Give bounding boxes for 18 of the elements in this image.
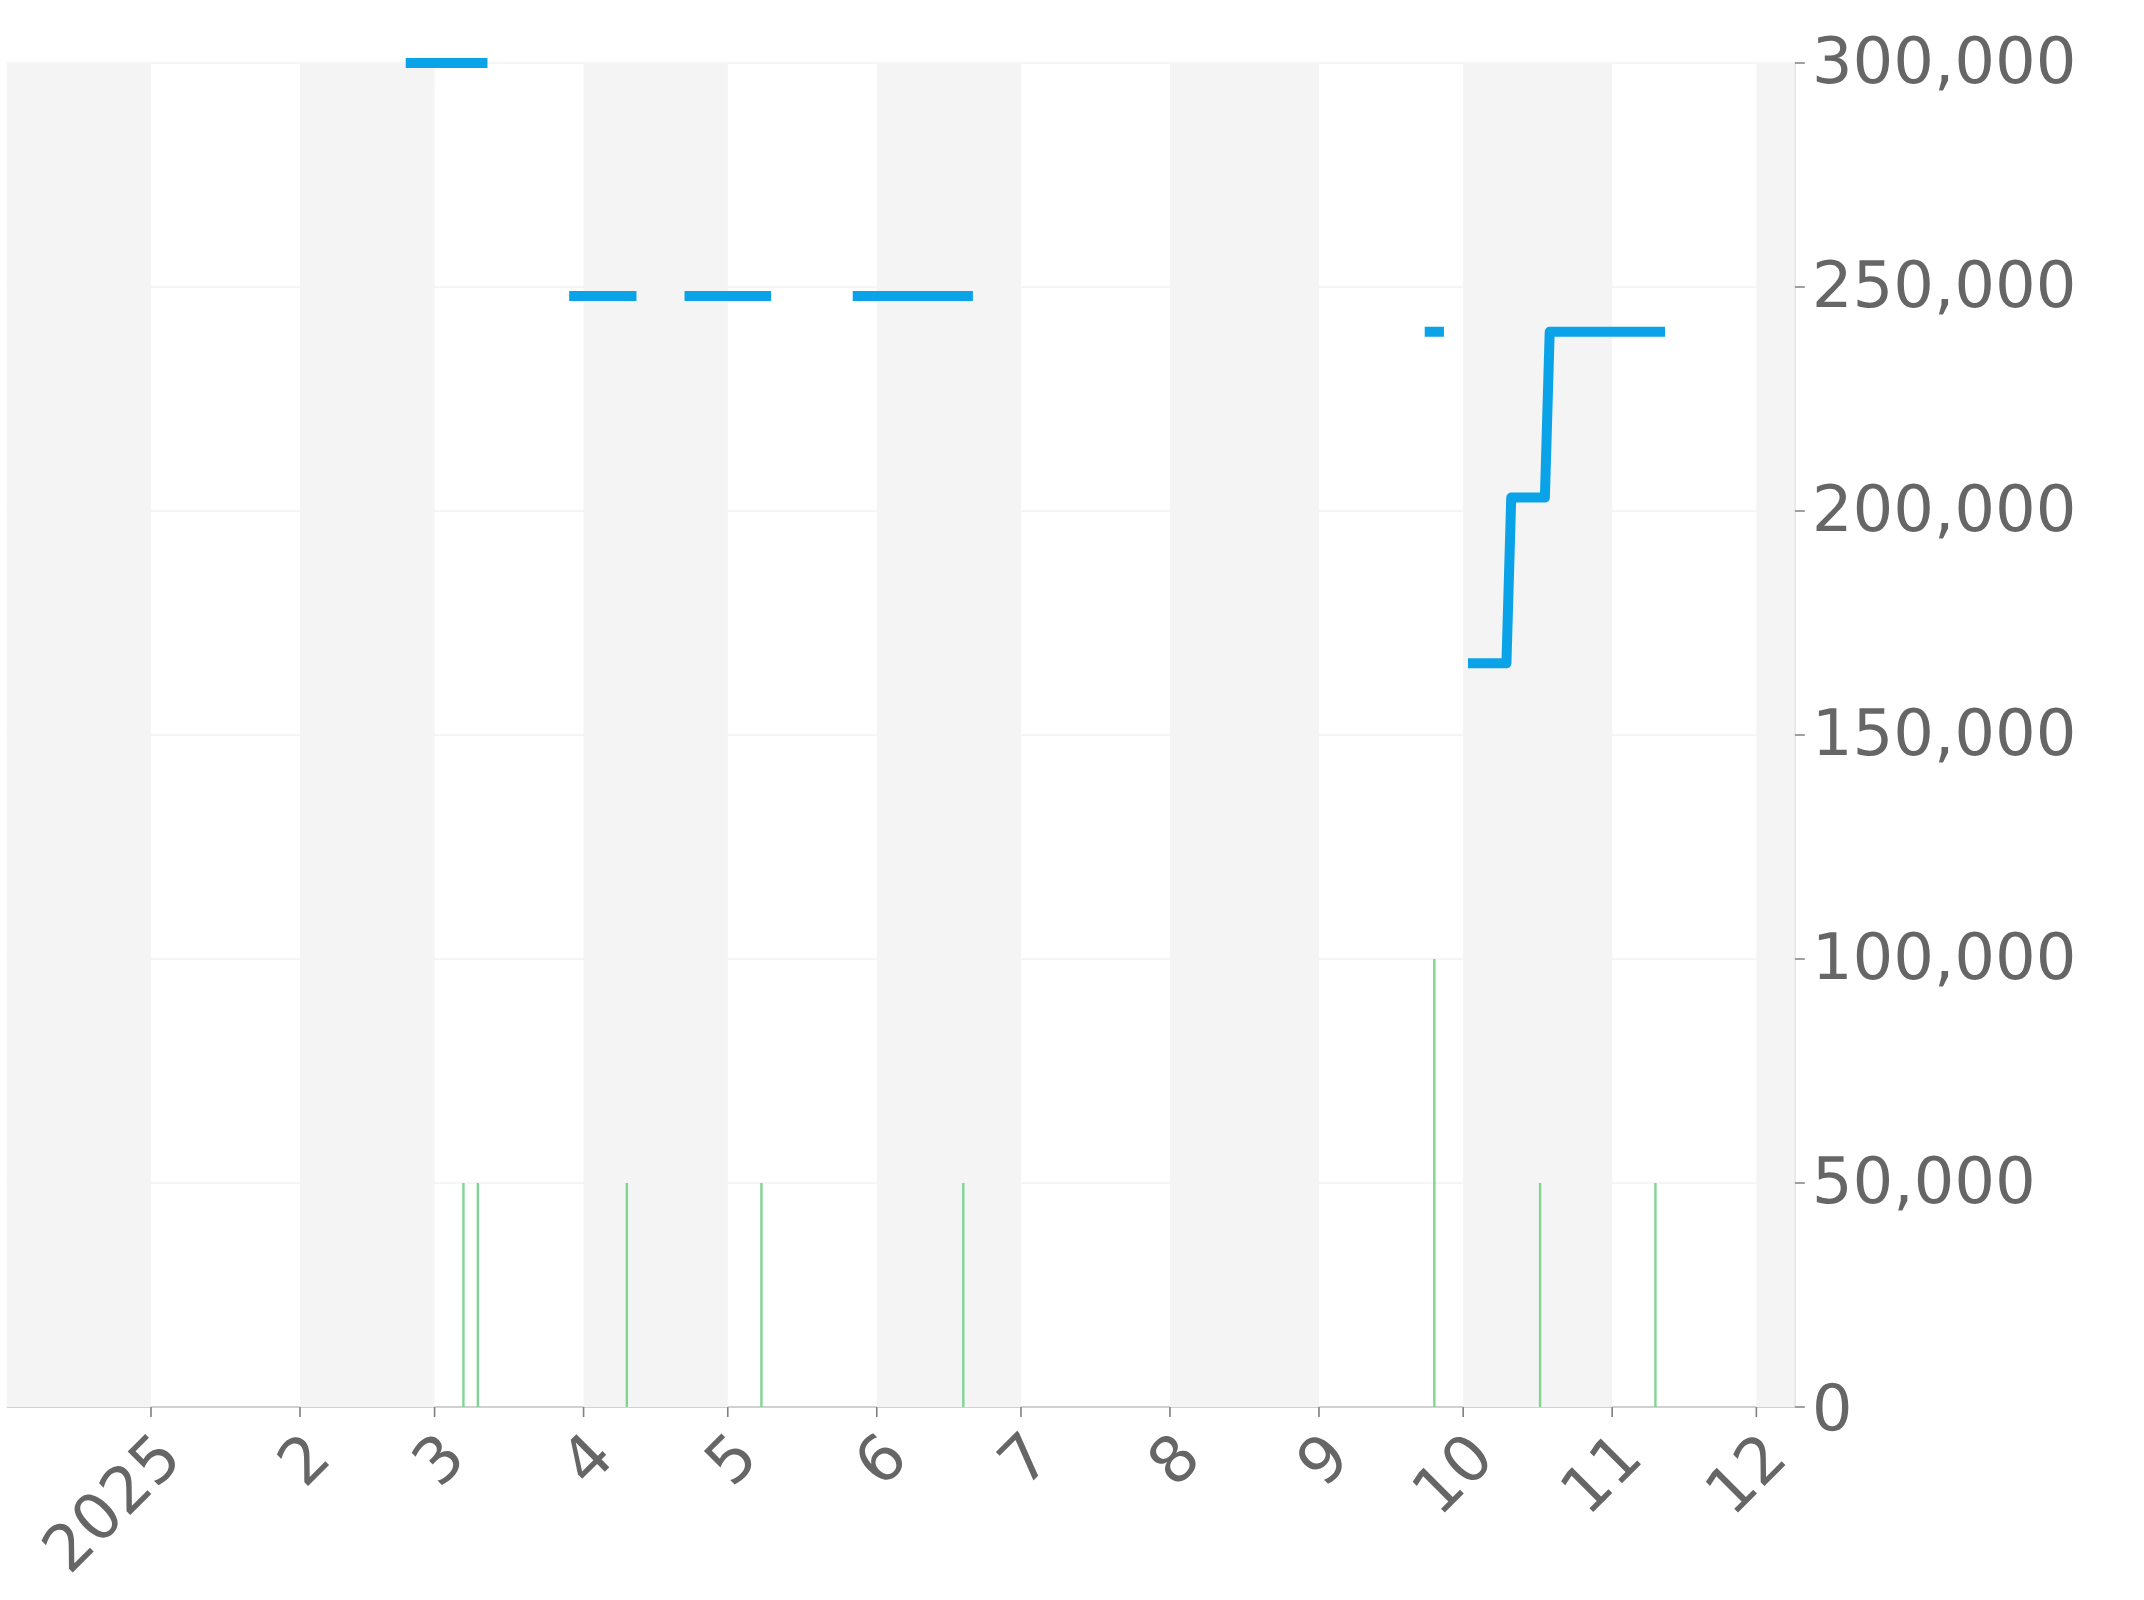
y-tick-label: 50,000 <box>1816 1155 2032 1211</box>
x-tick-label: 10 <box>1412 1437 1488 1513</box>
x-tick-label: 2 <box>276 1437 330 1487</box>
y-tick-label: 250,000 <box>1816 259 2073 315</box>
x-tick-label: 3 <box>411 1436 460 1485</box>
x-tick-label: 4 <box>570 1434 610 1479</box>
x-tick-label: 6 <box>859 1433 903 1480</box>
x-tick-label: 9 <box>1299 1437 1342 1484</box>
y-tick-label: 100,000 <box>1818 931 2073 987</box>
x-tick-label: 7 <box>995 1430 1039 1481</box>
x-tick-label: 5 <box>703 1433 752 1485</box>
y-tick-label: 0 <box>1816 1382 1849 1432</box>
y-tick-label: 200,000 <box>1816 483 2073 539</box>
x-tick-label: 8 <box>1150 1435 1196 1482</box>
y-tick-label: 150,000 <box>1818 707 2073 763</box>
x-tick-label: 11 <box>1561 1438 1641 1512</box>
y-tick-label: 300,000 <box>1816 35 2073 91</box>
x-tick-label: 12 <box>1705 1437 1786 1513</box>
